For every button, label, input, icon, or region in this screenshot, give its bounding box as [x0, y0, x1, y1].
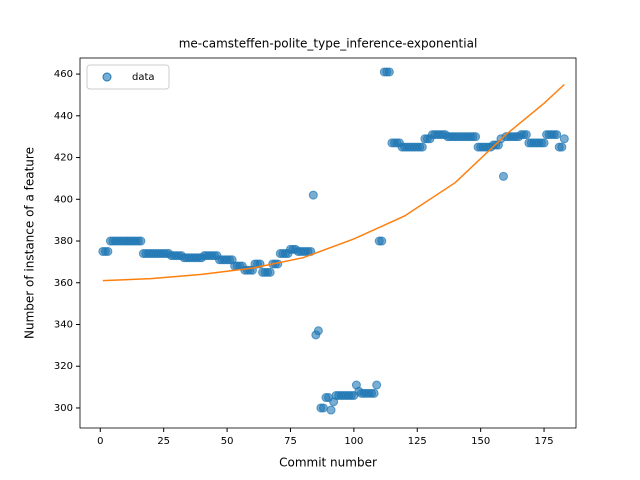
- data-point: [417, 142, 427, 152]
- y-tick-label: 420: [54, 153, 73, 164]
- fit-line: [102, 83, 565, 282]
- x-tick-label: 175: [535, 436, 554, 447]
- data-point: [372, 380, 382, 390]
- y-tick-label: 360: [54, 278, 73, 289]
- x-tick-label: 125: [408, 436, 427, 447]
- x-tick-label: 25: [157, 436, 170, 447]
- data-point: [265, 267, 275, 277]
- x-tick-label: 0: [97, 436, 103, 447]
- data-point: [559, 134, 569, 144]
- legend-label: data: [132, 72, 155, 83]
- y-tick-label: 300: [54, 403, 73, 414]
- data-point: [539, 138, 549, 148]
- data-point: [313, 326, 323, 336]
- x-tick-label: 75: [284, 436, 297, 447]
- data-point: [318, 403, 328, 413]
- data-point: [326, 405, 336, 415]
- data-point: [308, 190, 318, 200]
- x-tick-label: 50: [221, 436, 234, 447]
- y-tick-label: 320: [54, 361, 73, 372]
- x-tick-label: 100: [344, 436, 363, 447]
- data-point: [103, 246, 113, 256]
- legend-marker: [102, 72, 112, 82]
- x-tick-label: 150: [471, 436, 490, 447]
- legend-box: [86, 64, 170, 90]
- data-point: [498, 171, 508, 181]
- data-point: [377, 236, 387, 246]
- data-point: [369, 388, 379, 398]
- data-point: [471, 132, 481, 142]
- y-tick-label: 460: [54, 69, 73, 80]
- data-point: [557, 142, 567, 152]
- y-tick-label: 380: [54, 236, 73, 247]
- data-point: [521, 130, 531, 140]
- chart-title: me-camsteffen-polite_type_inference-expo…: [179, 37, 478, 51]
- data-point: [384, 67, 394, 77]
- axes-frame: [79, 57, 577, 429]
- y-tick-label: 400: [54, 194, 73, 205]
- x-axis-label: Commit number: [279, 456, 377, 470]
- y-axis-label: Number of instance of a feature: [23, 147, 37, 339]
- y-tick-label: 440: [54, 111, 73, 122]
- y-tick-label: 340: [54, 319, 73, 330]
- data-point: [552, 130, 562, 140]
- data-point: [136, 236, 146, 246]
